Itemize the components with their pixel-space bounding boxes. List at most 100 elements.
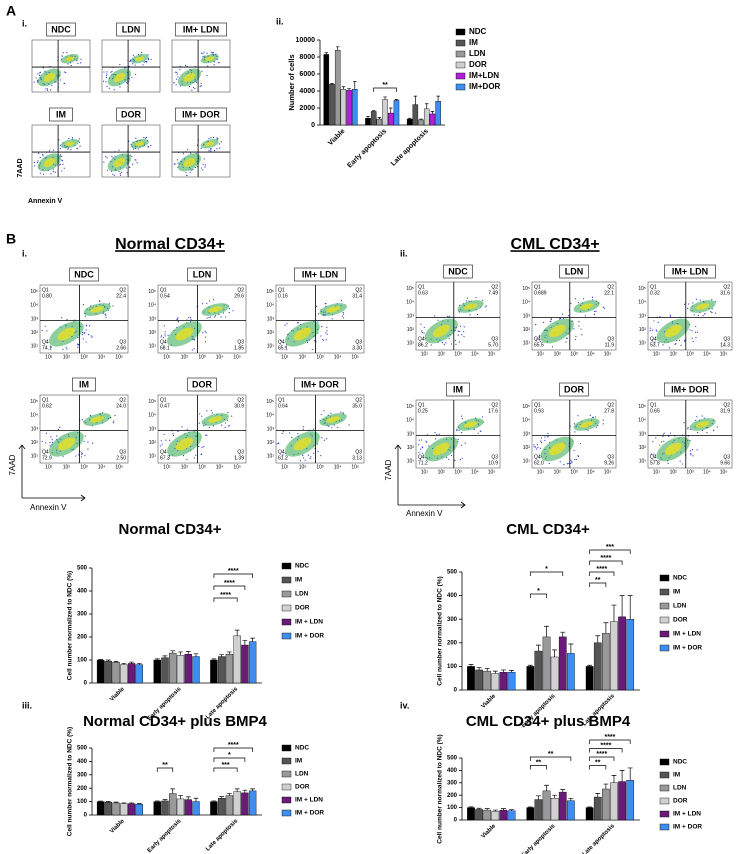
quadrant-value: 10.9: [488, 460, 498, 466]
bar: [153, 801, 161, 816]
bar: [558, 791, 567, 821]
flow-tick: 10²: [181, 354, 189, 360]
plot-label-box: [559, 264, 589, 279]
event-dot: [302, 428, 304, 430]
event-dot: [571, 461, 573, 463]
event-dot: [75, 455, 77, 457]
legend-label: DOR: [673, 798, 688, 805]
legend-label: IM + LDN: [673, 811, 701, 818]
error-bar: [170, 788, 176, 794]
event-dot: [578, 321, 580, 323]
event-dot: [695, 419, 697, 421]
event-dot: [441, 341, 443, 344]
event-dot: [418, 451, 420, 454]
event-dot: [85, 329, 87, 331]
legend-label: DOR: [295, 784, 310, 791]
quadrant-name: Q4: [278, 449, 285, 455]
quadrant-name: Q3: [723, 336, 730, 342]
event-dot: [118, 170, 120, 173]
density: [43, 72, 56, 82]
event-dot: [430, 344, 432, 346]
legend-swatch: [455, 39, 466, 47]
significance-label: ****: [228, 568, 239, 575]
event-dot: [41, 440, 43, 443]
quadrant-value: 65.5: [534, 342, 544, 348]
bar: [127, 663, 136, 684]
event-dot: [172, 433, 174, 435]
x-tick-label: Early apoptosis: [346, 128, 388, 170]
event-dot: [80, 62, 82, 64]
event-dot: [214, 315, 217, 317]
event-dot: [213, 64, 215, 66]
event-dot: [579, 442, 582, 445]
flow-tick: 10⁴: [266, 303, 274, 309]
event-dot: [423, 332, 425, 334]
event-dot: [425, 440, 427, 442]
event-dot: [33, 162, 36, 164]
flow-tick: 10⁴: [471, 469, 479, 475]
legend-swatch: [659, 644, 670, 652]
event-dot: [547, 436, 549, 438]
quadrant-name: Q4: [650, 454, 657, 460]
event-dot: [168, 439, 171, 441]
flow-tick: 10³: [454, 469, 462, 475]
event-dot: [457, 438, 459, 440]
event-dot: [161, 443, 163, 445]
event-dot: [653, 320, 655, 322]
event-dot: [81, 453, 83, 456]
flow-tick: 10²: [438, 351, 446, 357]
bar: [192, 801, 200, 816]
event-dot: [326, 438, 328, 440]
error-bar: [193, 797, 199, 802]
error-bar: [595, 792, 601, 798]
quadrant-value: 11.9: [605, 342, 615, 348]
error-bar: [377, 117, 382, 120]
event-dot: [540, 440, 542, 442]
flow-tick: 10⁴: [30, 303, 38, 309]
quadrant-name: Q1: [278, 397, 285, 403]
event-dot: [676, 340, 678, 342]
quadrant-value: 27.8: [604, 408, 614, 414]
event-dot: [286, 323, 288, 325]
event-dot: [208, 427, 210, 429]
legend-label: IM + DOR: [295, 633, 324, 640]
event-dot: [143, 61, 145, 63]
significance-label: **: [382, 82, 388, 89]
axis-label: Annexin V: [28, 198, 63, 205]
event-dot: [550, 318, 552, 320]
flow-tick: 10⁵: [148, 289, 156, 295]
y-tick-label: 200: [77, 786, 88, 792]
event-dot: [595, 426, 598, 428]
event-dot: [218, 143, 221, 145]
bar: [248, 641, 257, 684]
event-dot: [695, 298, 697, 300]
plot-label: DOR: [564, 384, 585, 394]
y-tick-label: 500: [77, 746, 88, 752]
flow-tick: 10³: [686, 351, 694, 357]
bar: [593, 642, 602, 691]
event-dot: [460, 432, 463, 434]
axis-arrows: [394, 444, 466, 509]
bar: [567, 653, 575, 691]
event-dot: [458, 341, 460, 343]
x-tick-label: Late apoptosis: [390, 128, 430, 168]
event-dot: [317, 443, 319, 445]
event-dot: [330, 412, 332, 414]
y-tick-label: 200: [447, 640, 458, 646]
y-tick-label: 200: [447, 793, 458, 799]
event-dot: [84, 315, 86, 317]
y-tick-label: 100: [447, 805, 458, 811]
plot-label-box: [446, 382, 470, 397]
bar: [507, 672, 516, 691]
quadrant-name: Q4: [418, 336, 425, 342]
quadrant-value: 5.70: [488, 342, 498, 348]
flow-tick: 10¹: [537, 351, 545, 357]
bar: [112, 662, 120, 684]
event-dot: [89, 325, 91, 327]
event-dot: [185, 171, 187, 174]
event-dot: [146, 61, 148, 63]
flow-tick: 10⁵: [115, 464, 123, 470]
plot-label-box: [664, 382, 716, 397]
y-tick-label: 100: [77, 799, 88, 805]
flow-tick: 10³: [523, 313, 531, 319]
